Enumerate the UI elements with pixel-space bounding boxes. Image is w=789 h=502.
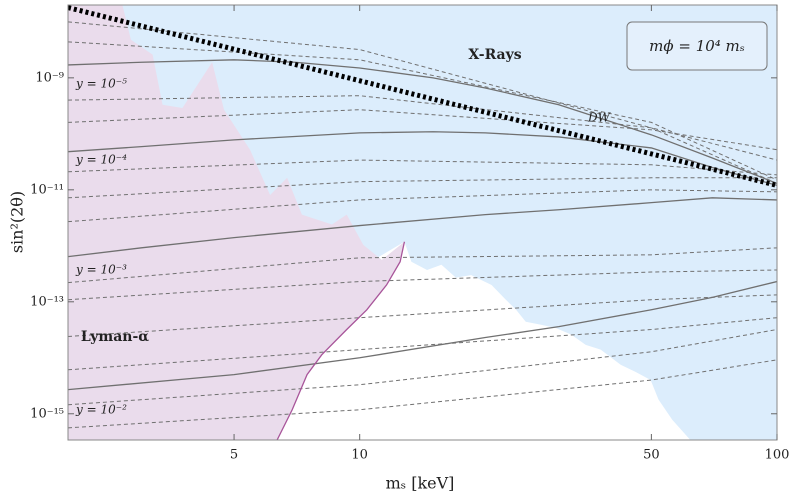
dashed-curve <box>68 247 777 284</box>
y-tick-label: 10⁻⁹ <box>35 70 64 85</box>
curve <box>276 241 406 440</box>
curve <box>68 197 777 258</box>
x-tick-label: 50 <box>643 448 660 463</box>
x-tick-label: 100 <box>765 448 789 463</box>
dashed-curve <box>68 21 777 184</box>
annotation-box <box>626 21 768 71</box>
curve <box>68 131 777 187</box>
line-label: y = 10⁻³ <box>75 263 127 277</box>
dashed-curve <box>68 269 777 301</box>
y-tick-label: 10⁻¹³ <box>30 294 64 309</box>
y-tick-label: 10⁻¹⁵ <box>30 406 64 421</box>
overlay: y = 10⁻⁵ y = 10⁻⁴ y = 10⁻³ y = 10⁻² DW X-Rays… <box>30 4 789 463</box>
y-axis-label: sin²(2θ) <box>8 191 27 253</box>
y-tick-label: 10⁻¹¹ <box>30 182 64 197</box>
dashed-curve <box>68 41 777 181</box>
plot-frame <box>67 4 778 441</box>
dw-line <box>68 5 777 188</box>
curves <box>68 5 777 440</box>
line-label: DW <box>587 111 612 125</box>
region-label: Lyman-α <box>81 329 149 345</box>
dashed-curve <box>68 317 777 371</box>
line-label: y = 10⁻⁵ <box>75 77 127 91</box>
curve <box>68 59 777 185</box>
line-label: y = 10⁻⁴ <box>75 153 127 167</box>
curve <box>68 280 777 391</box>
x-axis-label: mₛ [keV] <box>386 474 455 493</box>
dashed-curve <box>68 189 777 223</box>
dashed-curve <box>68 109 777 151</box>
annotation-text: mϕ = 10⁴ mₛ <box>649 37 745 55</box>
dashed-curve <box>68 294 777 337</box>
x-tick-label: 10 <box>351 448 368 463</box>
x-tick-label: 5 <box>230 448 238 463</box>
dashed-curve <box>68 177 777 199</box>
region-label: X-Rays <box>468 47 521 63</box>
line-label: y = 10⁻² <box>75 403 127 417</box>
